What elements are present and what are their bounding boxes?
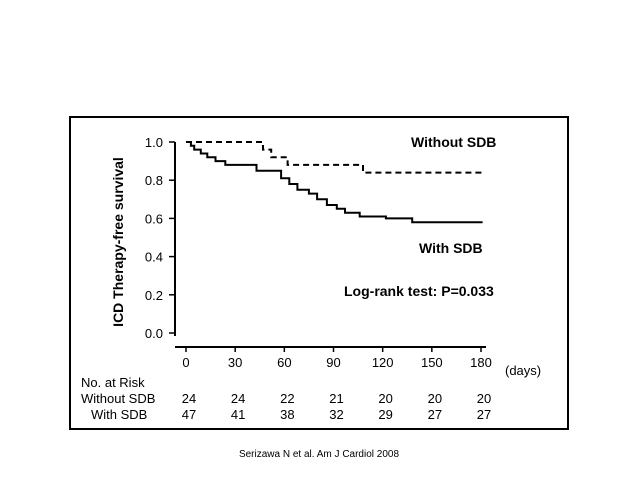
at-risk-value: 20 xyxy=(428,391,442,406)
at-risk-value: 20 xyxy=(477,391,491,406)
y-axis-label: ICD Therapy-free survival xyxy=(110,157,126,327)
without-sdb-annotation: Without SDB xyxy=(411,134,496,150)
series-with-sdb xyxy=(186,141,483,224)
at-risk-row-label-with: With SDB xyxy=(91,407,147,422)
y-tick-label: 0.8 xyxy=(145,173,163,188)
at-risk-row-label-without: Without SDB xyxy=(81,391,155,406)
at-risk-value: 22 xyxy=(280,391,294,406)
logrank-annotation: Log-rank test: P=0.033 xyxy=(344,283,494,299)
x-tick-label: 180 xyxy=(470,355,492,370)
x-tick-label: 0 xyxy=(182,355,189,370)
y-tick-label: 1.0 xyxy=(145,135,163,150)
at-risk-values: 24 24 22 21 20 20 20 47 41 38 32 29 27 27 xyxy=(182,391,491,422)
x-axis-units: (days) xyxy=(505,363,541,378)
figure-frame: 0.0 0.2 0.4 0.6 0.8 1.0 0 30 60 90 120 150 180 ICD … xyxy=(69,116,569,430)
survival-chart: 0.0 0.2 0.4 0.6 0.8 1.0 0 30 60 90 120 150 180 ICD … xyxy=(81,134,541,422)
citation: Serizawa N et al. Am J Cardiol 2008 xyxy=(238,449,400,460)
x-tick-label: 150 xyxy=(421,355,443,370)
at-risk-value: 20 xyxy=(378,391,392,406)
at-risk-title: No. at Risk xyxy=(81,375,145,390)
x-tick-label: 60 xyxy=(277,355,291,370)
at-risk-value: 24 xyxy=(231,391,245,406)
at-risk-value: 32 xyxy=(329,407,343,422)
at-risk-value: 41 xyxy=(231,407,245,422)
y-tick-label: 0.0 xyxy=(145,326,163,341)
y-ticks: 0.0 0.2 0.4 0.6 0.8 1.0 xyxy=(145,135,175,341)
x-tick-label: 120 xyxy=(372,355,394,370)
x-tick-label: 90 xyxy=(326,355,340,370)
y-tick-label: 0.2 xyxy=(145,288,163,303)
at-risk-value: 27 xyxy=(428,407,442,422)
y-tick-label: 0.6 xyxy=(145,211,163,226)
axes xyxy=(174,142,486,348)
series-layer xyxy=(186,141,483,224)
at-risk-value: 38 xyxy=(280,407,294,422)
at-risk-value: 24 xyxy=(182,391,196,406)
with-sdb-annotation: With SDB xyxy=(419,240,483,256)
at-risk-value: 47 xyxy=(182,407,196,422)
y-tick-label: 0.4 xyxy=(145,250,163,265)
x-ticks: 0 30 60 90 120 150 180 xyxy=(182,347,492,370)
at-risk-value: 27 xyxy=(477,407,491,422)
series-without-sdb xyxy=(186,141,483,174)
at-risk-table: No. at Risk Without SDB With SDB 24 24 22 2… xyxy=(81,375,491,422)
at-risk-value: 29 xyxy=(378,407,392,422)
x-tick-label: 30 xyxy=(228,355,242,370)
at-risk-value: 21 xyxy=(329,391,343,406)
